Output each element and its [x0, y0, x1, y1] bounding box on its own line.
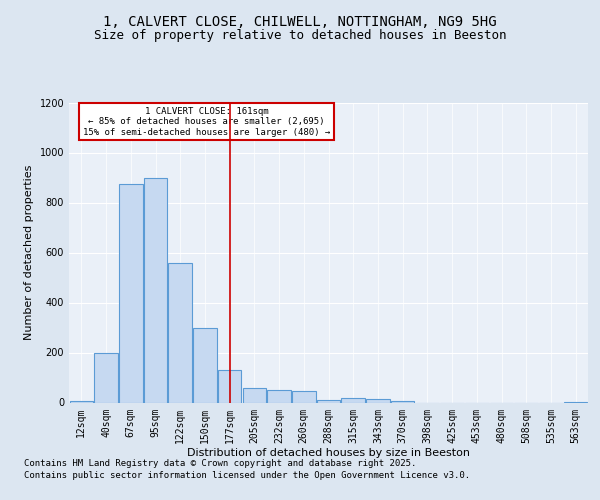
Bar	[317, 400, 340, 402]
X-axis label: Distribution of detached houses by size in Beeston: Distribution of detached houses by size …	[187, 448, 470, 458]
Text: 1 CALVERT CLOSE: 161sqm
← 85% of detached houses are smaller (2,695)
15% of semi: 1 CALVERT CLOSE: 161sqm ← 85% of detache…	[83, 107, 330, 137]
Bar	[218, 370, 241, 402]
Bar	[292, 391, 316, 402]
Bar	[341, 398, 365, 402]
Bar	[70, 401, 93, 402]
Text: Contains HM Land Registry data © Crown copyright and database right 2025.: Contains HM Land Registry data © Crown c…	[24, 460, 416, 468]
Bar	[242, 388, 266, 402]
Bar	[94, 352, 118, 403]
Bar	[193, 328, 217, 402]
Bar	[144, 178, 167, 402]
Text: 1, CALVERT CLOSE, CHILWELL, NOTTINGHAM, NG9 5HG: 1, CALVERT CLOSE, CHILWELL, NOTTINGHAM, …	[103, 16, 497, 30]
Bar	[268, 390, 291, 402]
Bar	[169, 262, 192, 402]
Text: Size of property relative to detached houses in Beeston: Size of property relative to detached ho…	[94, 30, 506, 43]
Bar	[119, 184, 143, 402]
Y-axis label: Number of detached properties: Number of detached properties	[24, 165, 34, 340]
Text: Contains public sector information licensed under the Open Government Licence v3: Contains public sector information licen…	[24, 472, 470, 480]
Bar	[366, 399, 389, 402]
Bar	[391, 401, 415, 402]
